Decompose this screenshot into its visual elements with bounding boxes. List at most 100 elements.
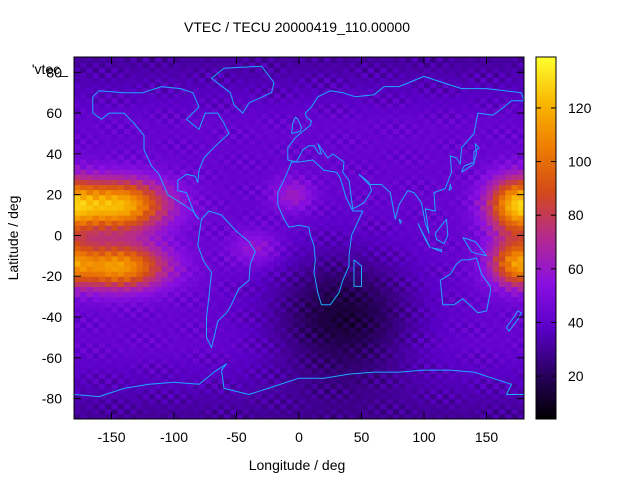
heatmap-cell [474,245,481,252]
heatmap-cell [467,67,475,73]
heatmap-cell [355,337,363,344]
heatmap-cell [280,413,288,419]
heatmap-cell [442,148,450,155]
heatmap-cell [211,266,219,272]
heatmap-cell [274,169,281,175]
heatmap-cell [317,286,325,293]
heatmap-cell [161,342,169,349]
heatmap-cell [511,362,519,369]
heatmap-cell [492,189,500,196]
heatmap-cell [461,113,469,119]
heatmap-cell [405,260,413,267]
heatmap-cell [349,123,356,129]
heatmap-cell [274,281,281,288]
heatmap-cell [380,215,388,221]
heatmap-cell [486,225,494,231]
heatmap-cell [505,368,513,374]
heatmap-cell [142,204,150,211]
heatmap-cell [192,352,200,359]
heatmap-cell [130,362,138,369]
heatmap-cell [186,97,194,104]
heatmap-cell [342,403,350,410]
heatmap-cell [474,271,481,277]
heatmap-cell [442,220,450,226]
heatmap-cell [505,276,513,282]
heatmap-cell [467,230,475,237]
heatmap-cell [174,123,181,129]
heatmap-cell [180,306,188,313]
heatmap-cell [374,113,381,119]
heatmap-cell [380,128,388,135]
heatmap-cell [155,301,163,308]
heatmap-cell [174,62,181,68]
heatmap-cell [311,209,319,216]
heatmap-cell [180,281,188,288]
heatmap-cell [349,250,356,257]
heatmap-cell [280,225,288,231]
heatmap-cell [442,337,450,344]
heatmap-cell [380,230,388,237]
heatmap-cell [136,347,144,354]
heatmap-cell [286,286,294,293]
heatmap-cell [142,317,150,323]
heatmap-cell [149,72,156,78]
heatmap-cell [324,230,331,237]
heatmap-cell [136,245,144,252]
heatmap-cell [149,388,156,395]
heatmap-cell [99,306,106,313]
heatmap-cell [305,220,313,226]
heatmap-cell [399,398,406,405]
heatmap-cell [111,138,119,145]
heatmap-cell [74,342,81,349]
heatmap-cell [499,143,506,150]
heatmap-cell [105,67,113,73]
heatmap-cell [142,158,150,165]
heatmap-cell [417,194,425,201]
heatmap-cell [517,393,524,400]
heatmap-cell [399,123,406,129]
heatmap-cell [292,332,300,339]
heatmap-cell [292,306,300,313]
heatmap-cell [86,113,94,119]
heatmap-cell [249,92,256,99]
heatmap-cell [267,77,275,84]
heatmap-cell [480,388,488,395]
heatmap-cell [474,322,481,328]
heatmap-cell [311,301,319,308]
heatmap-cell [461,250,469,257]
heatmap-cell [399,281,406,288]
heatmap-cell [392,133,400,140]
heatmap-cell [167,235,175,242]
heatmap-cell [211,327,219,333]
heatmap-cell [280,97,288,104]
heatmap-cell [399,77,406,84]
heatmap-cell [374,398,381,405]
heatmap-cell [136,82,144,89]
heatmap-cell [117,352,125,359]
heatmap-cell [161,245,169,252]
heatmap-cell [280,204,288,211]
heatmap-cell [430,194,438,201]
heatmap-cell [80,189,88,196]
heatmap-cell [455,378,463,384]
heatmap-cell [405,204,413,211]
heatmap-cell [361,102,369,109]
heatmap-cell [174,235,181,242]
heatmap-cell [111,327,119,333]
heatmap-cell [449,245,456,252]
heatmap-cell [386,148,394,155]
heatmap-cell [205,291,213,298]
heatmap-cell [180,87,188,94]
heatmap-cell [74,383,81,390]
heatmap-cell [236,347,244,354]
heatmap-cell [230,77,238,84]
heatmap-cell [267,352,275,359]
heatmap-cell [511,118,519,124]
heatmap-cell [224,62,231,68]
heatmap-cell [467,164,475,170]
heatmap-cell [480,97,488,104]
heatmap-cell [461,72,469,78]
heatmap-cell [374,92,381,99]
heatmap-cell [267,107,275,114]
heatmap-cell [467,373,475,379]
